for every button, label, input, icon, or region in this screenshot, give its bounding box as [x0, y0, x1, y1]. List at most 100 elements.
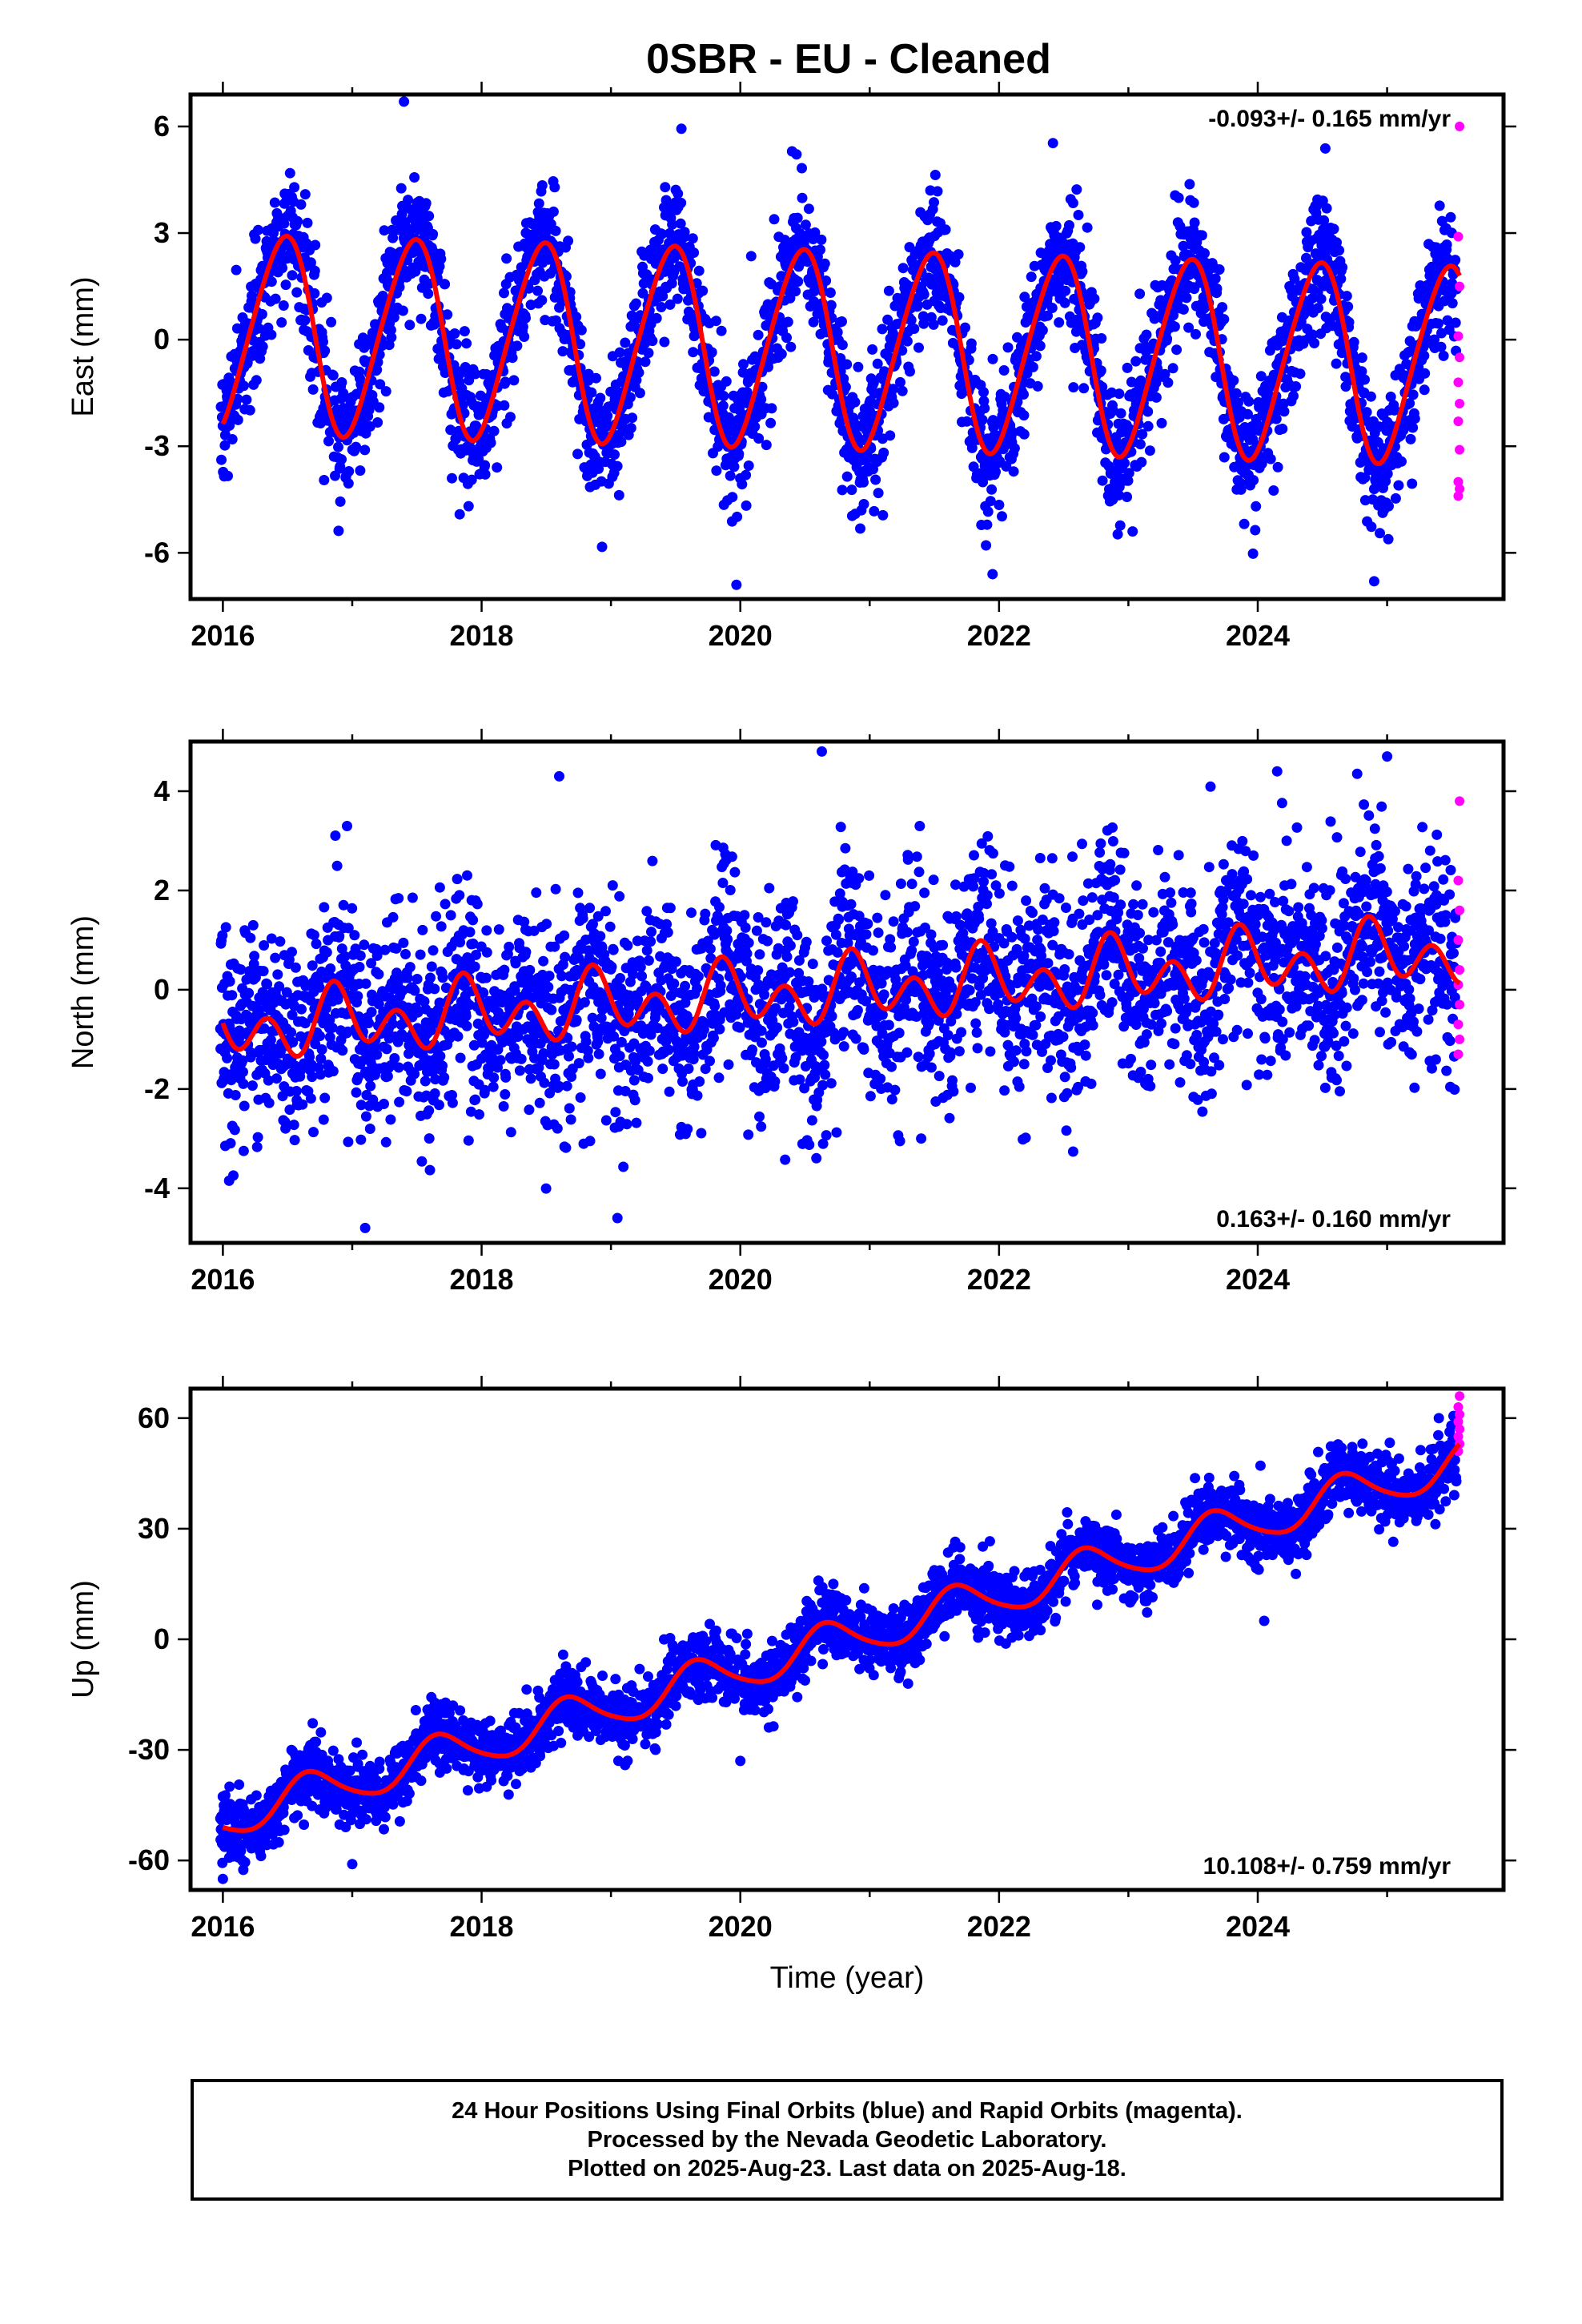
final-orbit-point	[950, 256, 961, 267]
final-orbit-point	[683, 1015, 693, 1026]
final-orbit-point	[1359, 374, 1370, 385]
final-orbit-point	[801, 936, 812, 947]
y-tick-label: -3	[144, 429, 170, 462]
final-orbit-point	[396, 183, 407, 194]
final-orbit-point	[918, 289, 930, 300]
final-orbit-point	[480, 1084, 491, 1096]
final-orbit-point	[602, 410, 613, 421]
final-orbit-point	[270, 293, 281, 304]
final-orbit-point	[216, 454, 227, 465]
final-orbit-point	[595, 392, 606, 404]
final-orbit-point	[419, 996, 430, 1007]
final-orbit-point	[424, 1133, 435, 1144]
final-orbit-point	[351, 1087, 362, 1098]
final-orbit-point	[1231, 388, 1242, 399]
final-orbit-point	[721, 376, 732, 387]
final-orbit-point	[1265, 453, 1276, 464]
final-orbit-point	[1279, 406, 1290, 417]
final-orbit-point	[838, 373, 849, 384]
final-orbit-point	[686, 907, 697, 919]
final-orbit-point	[697, 285, 709, 296]
final-orbit-point	[355, 950, 366, 961]
final-orbit-point	[343, 923, 354, 934]
final-orbit-point	[821, 275, 832, 286]
final-orbit-point	[1092, 312, 1103, 324]
final-orbit-point	[349, 930, 360, 941]
final-orbit-point	[499, 400, 510, 411]
final-orbit-point	[1319, 215, 1330, 226]
final-orbit-point	[1026, 271, 1037, 283]
final-orbit-point	[222, 1052, 233, 1063]
final-orbit-point	[994, 500, 1005, 510]
final-orbit-point	[932, 186, 943, 197]
final-orbit-point	[726, 851, 737, 862]
final-orbit-point	[858, 476, 869, 488]
final-orbit-point	[247, 919, 259, 931]
final-orbit-point	[610, 1107, 621, 1118]
final-orbit-point	[1214, 264, 1225, 275]
final-orbit-point	[1251, 501, 1262, 512]
final-orbit-point	[1272, 461, 1283, 472]
final-orbit-point	[291, 1086, 302, 1096]
final-orbit-point	[394, 282, 405, 292]
final-orbit-point	[544, 971, 555, 982]
final-orbit-point	[612, 460, 623, 472]
final-orbit-point	[754, 949, 765, 960]
final-orbit-point	[326, 316, 337, 328]
final-orbit-point	[905, 366, 915, 377]
final-orbit-point	[679, 227, 690, 238]
final-orbit-point	[580, 1036, 592, 1047]
final-orbit-point	[883, 285, 894, 296]
final-orbit-point	[271, 1073, 282, 1084]
y-tick-label: 3	[154, 216, 170, 249]
final-orbit-point	[428, 945, 439, 956]
rapid-orbit-point	[1453, 476, 1464, 487]
final-orbit-point	[299, 1018, 311, 1029]
final-orbit-point	[643, 348, 654, 359]
final-orbit-point	[287, 1009, 298, 1020]
final-orbit-point	[717, 878, 729, 888]
final-orbit-point	[741, 469, 752, 480]
final-orbit-point	[1064, 219, 1074, 231]
final-orbit-point	[1142, 406, 1154, 417]
final-orbit-point	[468, 915, 479, 926]
final-orbit-point	[228, 1170, 239, 1181]
final-orbit-point	[693, 971, 704, 982]
final-orbit-point	[1050, 220, 1062, 231]
final-orbit-point	[1027, 361, 1038, 372]
final-orbit-point	[1356, 352, 1367, 364]
final-orbit-point	[520, 947, 532, 958]
final-orbit-point	[424, 211, 435, 222]
final-orbit-point	[819, 258, 830, 269]
final-orbit-point	[873, 488, 884, 499]
final-orbit-point	[1114, 520, 1126, 531]
final-orbit-point	[429, 983, 440, 995]
final-orbit-point	[665, 299, 676, 310]
final-orbit-point	[595, 931, 606, 942]
final-orbit-point	[232, 414, 243, 425]
final-orbit-point	[764, 883, 775, 894]
final-orbit-point	[480, 468, 491, 480]
final-orbit-point	[897, 385, 908, 396]
final-orbit-point	[591, 372, 601, 384]
final-orbit-point	[929, 197, 939, 208]
final-orbit-point	[797, 192, 808, 203]
final-orbit-point	[609, 449, 620, 460]
final-orbit-point	[1268, 485, 1279, 496]
final-orbit-point	[620, 1086, 631, 1096]
final-orbit-point	[586, 387, 597, 398]
final-orbit-point	[1170, 255, 1181, 266]
final-orbit-point	[1393, 480, 1404, 491]
final-orbit-point	[660, 182, 671, 193]
final-orbit-point	[347, 903, 358, 914]
final-orbit-point	[280, 1123, 291, 1134]
final-orbit-point	[536, 295, 548, 306]
final-orbit-point	[1174, 221, 1186, 232]
final-orbit-point	[289, 182, 300, 193]
final-orbit-point	[651, 312, 662, 324]
final-orbit-point	[243, 987, 255, 999]
final-orbit-point	[269, 197, 280, 208]
final-orbit-point	[1434, 200, 1445, 211]
final-orbit-point	[628, 1075, 640, 1086]
final-orbit-point	[1328, 223, 1339, 235]
